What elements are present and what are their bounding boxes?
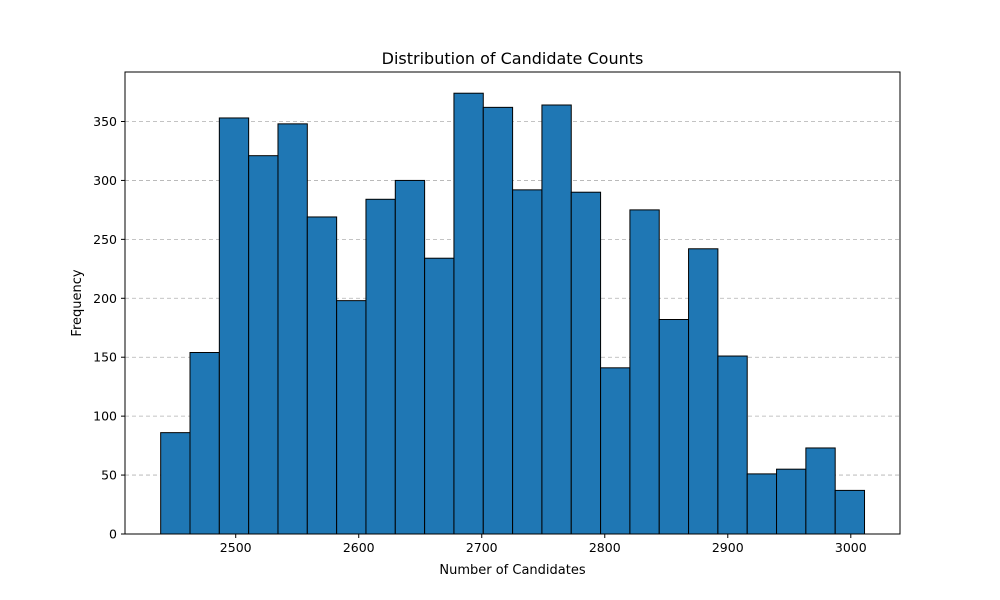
histogram-bar xyxy=(600,367,631,535)
x-tick-label: 3000 xyxy=(835,540,867,555)
histogram-bar xyxy=(658,319,690,535)
y-tick-label: 350 xyxy=(93,114,117,129)
histogram-bars xyxy=(160,92,866,535)
histogram-bar xyxy=(394,179,426,535)
histogram-bar xyxy=(805,447,836,535)
histogram-bar xyxy=(218,117,250,535)
histogram-bar xyxy=(834,489,866,535)
histogram-bar xyxy=(541,104,572,535)
x-axis-ticks: 2500 2600 2700 2800 2900 3000 xyxy=(220,534,867,555)
y-tick-label: 50 xyxy=(101,468,117,483)
histogram-bar xyxy=(512,189,543,535)
histogram-bar xyxy=(688,248,719,535)
histogram-bar xyxy=(453,92,484,535)
y-tick-label: 0 xyxy=(109,527,117,542)
y-axis-label: Frequency xyxy=(70,269,85,336)
x-tick-label: 2600 xyxy=(343,540,375,555)
histogram-bar xyxy=(160,432,191,535)
histogram-bar xyxy=(629,209,660,535)
histogram-bar xyxy=(717,355,748,535)
histogram-bar xyxy=(746,473,778,535)
y-axis-ticks: 0 50 100 150 200 250 300 350 xyxy=(93,114,125,542)
y-tick-label: 200 xyxy=(93,291,117,306)
plot-frame xyxy=(124,71,901,535)
histogram-bar xyxy=(306,216,338,535)
histogram-bar xyxy=(365,198,396,535)
x-tick-label: 2900 xyxy=(712,540,744,555)
histogram-bar xyxy=(189,352,220,535)
histogram-bar xyxy=(570,191,602,535)
histogram-bar xyxy=(336,300,367,535)
x-tick-label: 2700 xyxy=(466,540,498,555)
x-axis-label: Number of Candidates xyxy=(439,563,585,578)
y-tick-label: 150 xyxy=(93,350,117,365)
y-tick-label: 250 xyxy=(93,232,117,247)
chart-title: Distribution of Candidate Counts xyxy=(382,49,644,68)
x-tick-label: 2800 xyxy=(589,540,621,555)
histogram-bar xyxy=(776,468,807,535)
y-tick-label: 100 xyxy=(93,409,117,424)
histogram-bar xyxy=(277,123,308,535)
histogram-bar xyxy=(248,155,279,535)
x-tick-label: 2500 xyxy=(220,540,252,555)
histogram-bar xyxy=(424,257,455,535)
histogram-bar xyxy=(482,106,514,535)
y-tick-label: 300 xyxy=(93,173,117,188)
